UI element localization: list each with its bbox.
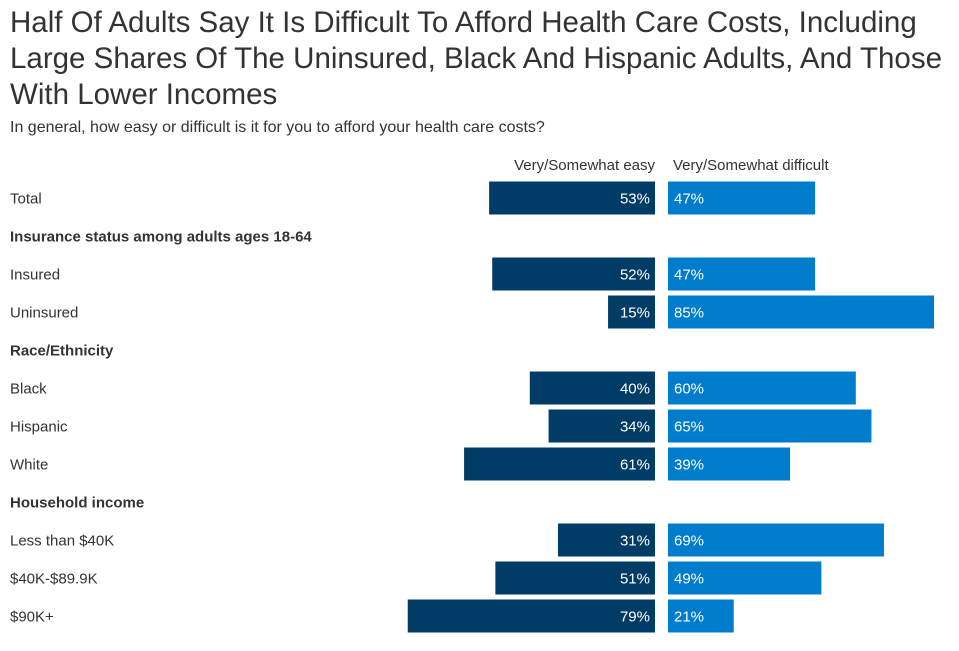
value-easy-40k-89-9k: 51%: [620, 571, 650, 588]
bar-easy-total: [489, 181, 655, 215]
row-label-hispanic: Hispanic: [10, 419, 68, 436]
bar-difficult-hispanic: [668, 409, 872, 443]
row-label-insured: Insured: [10, 267, 60, 284]
row-label-uninsured: Uninsured: [10, 305, 78, 322]
row-label-90k: $90K+: [10, 609, 54, 626]
bar-easy-40k-89-9k: [495, 561, 655, 595]
value-easy-less-than-40k: 31%: [620, 533, 650, 550]
row-label-less-than-40k: Less than $40K: [10, 533, 114, 550]
bar-difficult-black: [668, 371, 856, 405]
group-header-household-income: Household income: [10, 495, 144, 512]
value-easy-black: 40%: [620, 381, 650, 398]
value-difficult-insured: 47%: [674, 267, 704, 284]
bar-difficult-insured: [668, 257, 816, 291]
row-label-40k-89-9k: $40K-$89.9K: [10, 571, 98, 588]
value-difficult-black: 60%: [674, 381, 704, 398]
legend-easy: Very/Somewhat easy: [514, 157, 655, 174]
row-label-black: Black: [10, 381, 47, 398]
bar-difficult-90k: [668, 599, 734, 633]
row-label-total: Total: [10, 191, 42, 208]
value-easy-uninsured: 15%: [620, 305, 650, 322]
value-easy-90k: 79%: [620, 609, 650, 626]
bar-difficult-white: [668, 447, 791, 481]
bar-easy-black: [529, 371, 655, 405]
value-difficult-less-than-40k: 69%: [674, 533, 704, 550]
value-easy-hispanic: 34%: [620, 419, 650, 436]
bar-difficult-total: [668, 181, 816, 215]
bar-easy-hispanic: [548, 409, 655, 443]
bar-easy-less-than-40k: [557, 523, 655, 557]
value-difficult-hispanic: 65%: [674, 419, 704, 436]
group-header-race-ethnicity: Race/Ethnicity: [10, 343, 114, 360]
value-difficult-90k: 21%: [674, 609, 704, 626]
row-label-white: White: [10, 457, 48, 474]
bar-easy-insured: [492, 257, 655, 291]
value-difficult-white: 39%: [674, 457, 704, 474]
bar-difficult-less-than-40k: [668, 523, 884, 557]
bar-difficult-uninsured: [668, 295, 935, 329]
value-difficult-uninsured: 85%: [674, 305, 704, 322]
value-easy-insured: 52%: [620, 267, 650, 284]
group-header-insurance-status-among-adults-ages-18-64: Insurance status among adults ages 18-64: [10, 229, 312, 246]
value-difficult-40k-89-9k: 49%: [674, 571, 704, 588]
bar-difficult-40k-89-9k: [668, 561, 822, 595]
chart-title: Half Of Adults Say It Is Difficult To Af…: [10, 6, 942, 111]
value-easy-total: 53%: [620, 191, 650, 208]
value-difficult-total: 47%: [674, 191, 704, 208]
value-easy-white: 61%: [620, 457, 650, 474]
bar-easy-white: [464, 447, 655, 481]
legend-difficult: Very/Somewhat difficult: [673, 157, 829, 174]
chart-subtitle: In general, how easy or difficult is it …: [10, 119, 545, 136]
bar-easy-uninsured: [608, 295, 655, 329]
bar-easy-90k: [407, 599, 655, 633]
